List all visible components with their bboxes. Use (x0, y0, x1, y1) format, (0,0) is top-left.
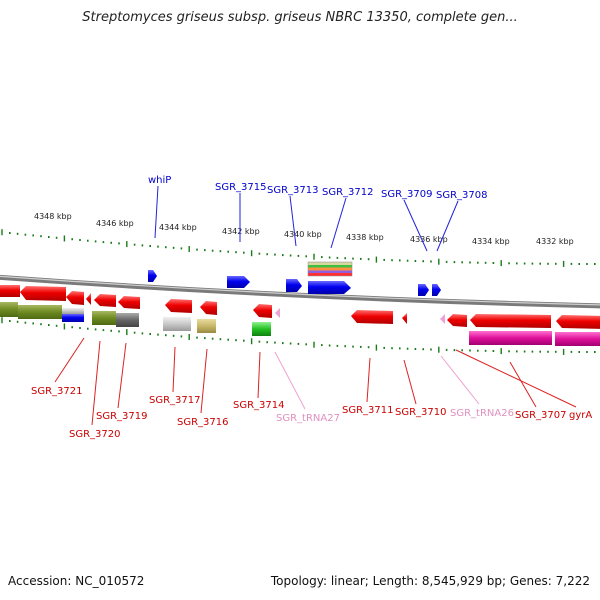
scale-label-4340: 4340 kbp (284, 230, 322, 239)
label-gyrA[interactable]: gyrA (569, 410, 592, 421)
gene-SGR_3717-gray[interactable] (163, 317, 191, 331)
label-SGR_3709[interactable]: SGR_3709 (381, 189, 433, 200)
scale-label-4348: 4348 kbp (34, 212, 72, 221)
label-SGR_3716[interactable]: SGR_3716 (177, 417, 229, 428)
scale-label-4346: 4346 kbp (96, 219, 134, 228)
label-SGR_3711[interactable]: SGR_3711 (342, 405, 394, 416)
reverse-strand-genes (0, 285, 600, 346)
label-SGR_3707[interactable]: SGR_3707 (515, 410, 567, 421)
label-SGR_3719[interactable]: SGR_3719 (96, 411, 148, 422)
label-SGR_3712[interactable]: SGR_3712 (322, 187, 374, 198)
scale-label-4342: 4342 kbp (222, 227, 260, 236)
gene-SGR_3710[interactable] (402, 313, 407, 324)
scale-label-4336: 4336 kbp (410, 235, 448, 244)
gene-SGR_3721-olive[interactable] (0, 302, 18, 317)
label-SGR_3720[interactable]: SGR_3720 (69, 429, 121, 440)
label-SGR_3715[interactable]: SGR_3715 (215, 182, 267, 193)
label-SGR_tRNA27[interactable]: SGR_tRNA27 (276, 413, 340, 424)
gene-SGR_3721b[interactable] (20, 286, 66, 301)
gene-SGR_tRNA26[interactable] (440, 314, 445, 324)
forward-strand-genes (148, 261, 441, 296)
scale-labels: 4348 kbp 4346 kbp 4344 kbp 4342 kbp 4340… (34, 212, 574, 246)
gene-SGR_3720-arrow[interactable] (66, 291, 84, 305)
gene-SGR_3720-blue[interactable] (62, 314, 84, 322)
label-SGR_3708[interactable]: SGR_3708 (436, 190, 488, 201)
gene-SGR_3715[interactable] (227, 276, 250, 288)
gene-SGR_3716-khaki[interactable] (197, 319, 216, 333)
label-SGR_3713[interactable]: SGR_3713 (267, 185, 319, 196)
gene-SGR_3709[interactable] (418, 284, 429, 296)
gene-SGR_3712-rna[interactable] (307, 261, 353, 277)
label-SGR_3714[interactable]: SGR_3714 (233, 400, 285, 411)
gene-SGR_tRNA27[interactable] (275, 308, 280, 318)
gene-SGR_3707b[interactable] (470, 314, 551, 328)
label-SGR_tRNA26[interactable]: SGR_tRNA26 (450, 408, 514, 419)
gene-gyrA-magenta[interactable] (555, 332, 600, 346)
gene-SGR_3714-green[interactable] (252, 322, 271, 336)
scale-ticks-top (1, 229, 596, 267)
gene-SGR_3720-olive[interactable] (18, 305, 62, 319)
gene-SGR_3719-arrow[interactable] (94, 294, 116, 307)
map-title: Streptomyces griseus subsp. griseus NBRC… (82, 10, 518, 25)
gene-SGR_3707-magenta[interactable] (469, 331, 552, 345)
gene-small-red-1[interactable] (86, 293, 91, 305)
scale-label-4332: 4332 kbp (536, 237, 574, 246)
scale-ticks-bottom (1, 317, 596, 355)
gene-SGR_3714[interactable] (253, 304, 272, 318)
gene-SGR_3708[interactable] (432, 284, 441, 296)
genome-summary-text: Topology: linear; Length: 8,545,929 bp; … (270, 574, 590, 588)
gene-SGR_3713[interactable] (286, 279, 302, 292)
gene-SGR_3719-dark[interactable] (116, 313, 139, 327)
gene-SGR_3719b[interactable] (118, 296, 140, 309)
gene-SGR_3719-olive[interactable] (92, 311, 116, 325)
gene-SGR_3721-arrow[interactable] (0, 285, 20, 297)
gene-SGR_3712[interactable] (308, 281, 351, 294)
scale-label-4344: 4344 kbp (159, 223, 197, 232)
accession-text: Accession: NC_010572 (8, 574, 145, 588)
gene-gyrA[interactable] (556, 315, 600, 329)
label-SGR_3717[interactable]: SGR_3717 (149, 395, 201, 406)
top-leader-lines (154, 185, 459, 252)
gene-SGR_3717[interactable] (165, 299, 192, 313)
gene-SGR_3707[interactable] (447, 314, 467, 327)
genome-backbone-highlight (0, 275, 600, 306)
bottom-gene-labels: SGR_3721 SGR_3720 SGR_3719 SGR_3717 SGR_… (31, 386, 592, 440)
gene-SGR_3716[interactable] (200, 301, 217, 315)
scale-label-4338: 4338 kbp (346, 233, 384, 242)
label-SGR_3710[interactable]: SGR_3710 (395, 407, 447, 418)
scale-label-4334: 4334 kbp (472, 237, 510, 246)
gene-SGR_3720-gray[interactable] (62, 308, 84, 314)
label-whiP[interactable]: whiP (148, 175, 171, 186)
trna-leader-lines (274, 351, 480, 410)
label-SGR_3721[interactable]: SGR_3721 (31, 386, 83, 397)
gene-whiP[interactable] (148, 270, 157, 282)
gene-SGR_3711[interactable] (351, 310, 393, 324)
genome-backbone (0, 274, 600, 309)
top-gene-labels: whiP SGR_3715 SGR_3713 SGR_3712 SGR_3709… (148, 175, 488, 201)
bottom-leader-lines (54, 337, 577, 426)
